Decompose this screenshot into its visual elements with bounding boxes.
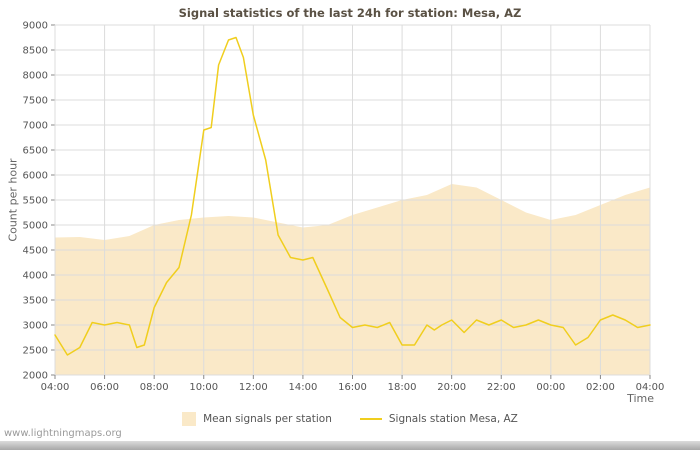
svg-text:04:00: 04:00: [636, 382, 665, 393]
svg-text:02:00: 02:00: [586, 382, 615, 393]
svg-text:7500: 7500: [23, 96, 48, 107]
svg-text:16:00: 16:00: [338, 382, 367, 393]
legend-item-mean: Mean signals per station: [182, 412, 332, 426]
svg-text:8500: 8500: [23, 46, 48, 57]
svg-text:6500: 6500: [23, 146, 48, 157]
svg-text:20:00: 20:00: [437, 382, 466, 393]
svg-text:8000: 8000: [23, 71, 48, 82]
svg-text:2000: 2000: [23, 371, 48, 382]
x-axis-label: Time: [627, 392, 654, 405]
svg-text:12:00: 12:00: [239, 382, 268, 393]
svg-text:5500: 5500: [23, 196, 48, 207]
svg-text:9000: 9000: [23, 21, 48, 32]
legend-label-station: Signals station Mesa, AZ: [388, 413, 518, 425]
y-axis-label: Count per hour: [6, 158, 20, 242]
svg-text:06:00: 06:00: [90, 382, 119, 393]
svg-text:5000: 5000: [23, 221, 48, 232]
legend-label-mean: Mean signals per station: [203, 413, 332, 425]
area-swatch-icon: [182, 412, 197, 426]
svg-text:18:00: 18:00: [388, 382, 417, 393]
svg-text:14:00: 14:00: [289, 382, 318, 393]
svg-text:00:00: 00:00: [536, 382, 565, 393]
svg-text:3000: 3000: [23, 321, 48, 332]
chart-title: Signal statistics of the last 24h for st…: [178, 6, 522, 20]
svg-text:2500: 2500: [23, 346, 48, 357]
footer-bar: [0, 441, 700, 450]
svg-text:6000: 6000: [23, 171, 48, 182]
chart-plot: 2000 2500 3000 3500 4000 4500 5000 5500 6000 6500…: [23, 21, 665, 394]
legend-item-station: Signals station Mesa, AZ: [359, 413, 518, 425]
svg-text:7000: 7000: [23, 121, 48, 132]
svg-text:04:00: 04:00: [41, 382, 70, 393]
svg-text:08:00: 08:00: [140, 382, 169, 393]
svg-text:22:00: 22:00: [487, 382, 516, 393]
svg-text:3500: 3500: [23, 296, 48, 307]
svg-text:4500: 4500: [23, 246, 48, 257]
svg-text:10:00: 10:00: [189, 382, 218, 393]
legend: Mean signals per station Signals station…: [0, 412, 700, 426]
watermark-link[interactable]: www.lightningmaps.org: [4, 428, 122, 439]
line-swatch-icon: [359, 418, 382, 420]
svg-text:4000: 4000: [23, 271, 48, 282]
